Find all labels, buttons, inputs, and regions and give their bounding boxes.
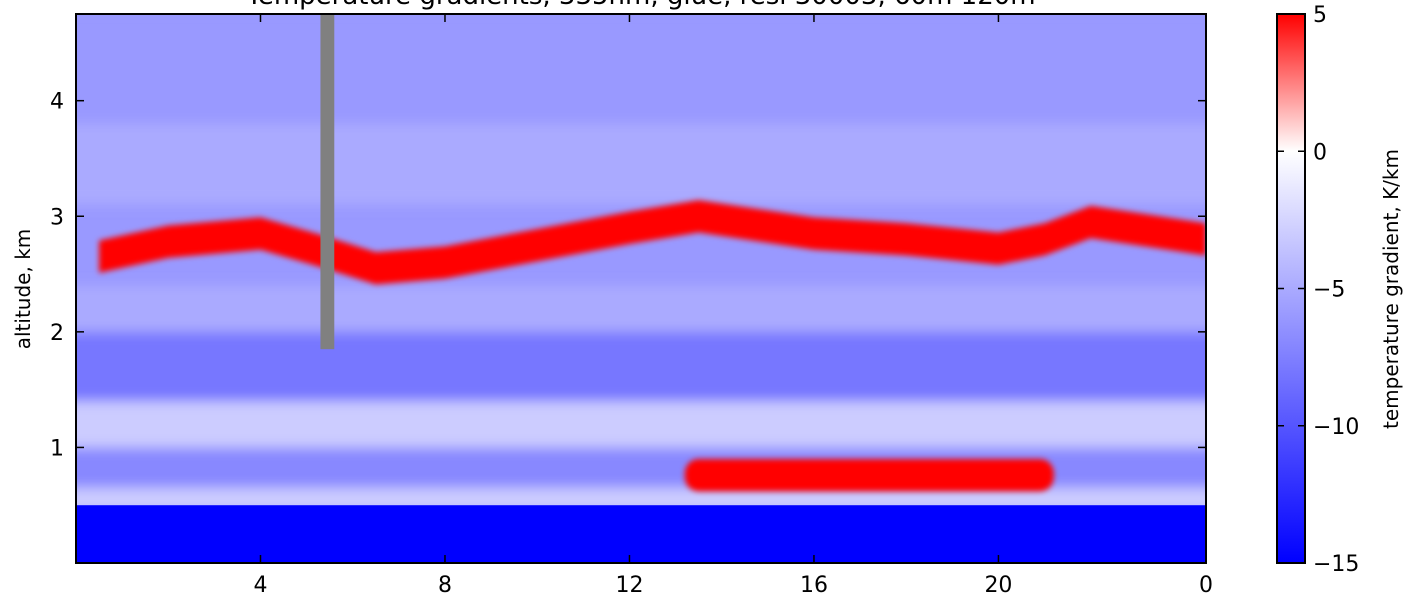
surface-layer xyxy=(76,505,1206,563)
heatmap-cell xyxy=(76,401,1206,448)
y-tick-label: 2 xyxy=(50,321,64,346)
missing-data-column xyxy=(320,14,335,350)
colorbar-ticks: 5 0 −5 −10 −15 xyxy=(1277,3,1359,577)
chart-title: Temperature gradients, 335nm, glue, resi… xyxy=(245,0,1035,11)
colorbar-tick-label: 0 xyxy=(1313,140,1327,165)
x-tick-label: 20 xyxy=(984,573,1012,598)
x-tick-label: 12 xyxy=(615,573,643,598)
heatmap-field xyxy=(76,14,1206,563)
colorbar-label: temperature gradient, K/km xyxy=(1379,149,1403,429)
x-axis: 4 8 12 16 20 0 xyxy=(253,14,1213,598)
heatmap-cell xyxy=(76,14,1206,124)
inversion-band xyxy=(99,200,1206,285)
x-tick-label: 8 xyxy=(438,573,452,598)
y-tick-label: 1 xyxy=(50,436,64,461)
heatmap-cell xyxy=(76,123,1206,205)
x-tick-label: 16 xyxy=(800,573,828,598)
y-tick-label: 4 xyxy=(50,90,64,115)
heatmap-cell xyxy=(76,285,1206,332)
low-positive-layer xyxy=(684,458,1054,492)
colorbar-tick-label: 5 xyxy=(1313,3,1327,28)
x-tick-label: 4 xyxy=(253,573,267,598)
y-axis-label: altitude, km xyxy=(11,229,35,350)
colorbar-tick-label: −15 xyxy=(1313,552,1359,577)
y-tick-label: 3 xyxy=(50,205,64,230)
x-tick-label: 0 xyxy=(1199,573,1213,598)
colorbar: 5 0 −5 −10 −15 temperature gradient, K/km xyxy=(1276,3,1403,577)
y-axis: 1 2 3 4 xyxy=(50,90,1206,461)
colorbar-tick-label: −10 xyxy=(1313,415,1359,440)
heatmap-cell xyxy=(76,331,1206,402)
heatmap-cell xyxy=(76,487,1206,511)
heatmap-background xyxy=(76,14,1206,563)
plot-frame xyxy=(75,13,1207,564)
colorbar-tick-label: −5 xyxy=(1313,278,1345,303)
